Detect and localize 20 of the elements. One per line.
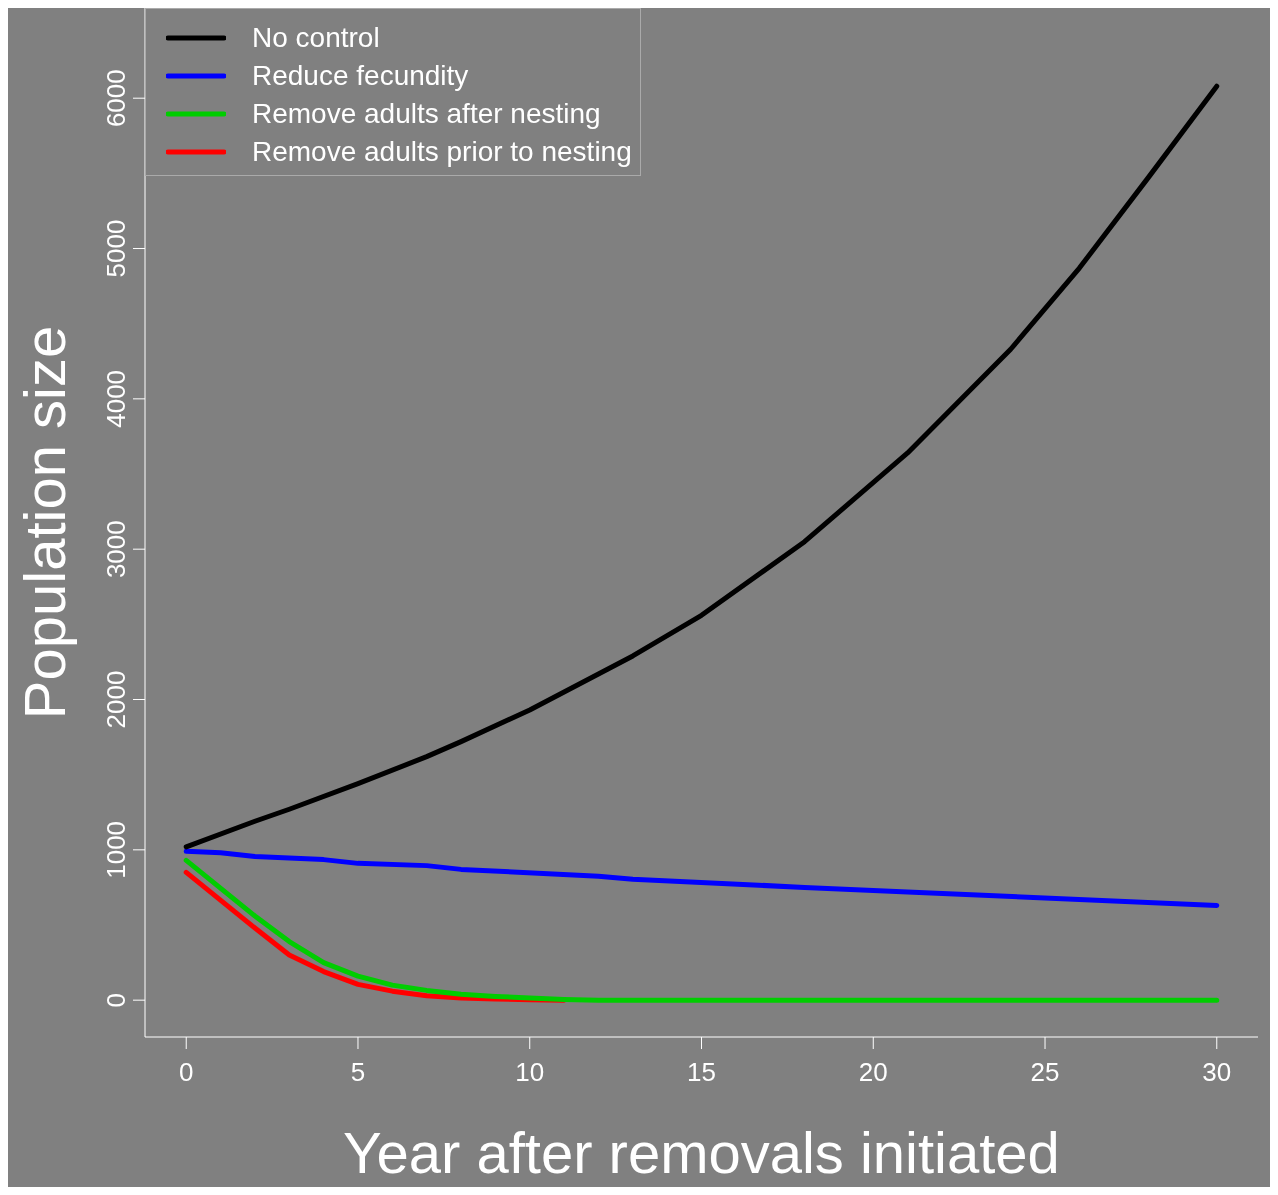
y-tick-label: 3000 [101,520,131,579]
legend-label: Remove adults prior to nesting [252,136,632,168]
y-tick-label: 2000 [101,670,131,729]
y-tick-label: 4000 [101,369,131,428]
y-axis-title: Population size [11,325,77,720]
x-tick-label: 25 [1030,1057,1060,1088]
x-tick-label: 5 [350,1057,366,1088]
y-tick-label: 5000 [101,219,131,278]
legend-label: No control [252,22,380,54]
legend-label: Reduce fecundity [252,60,469,92]
y-tick-label: 1000 [101,820,131,879]
y-tick-label: 6000 [101,69,131,128]
x-axis-title: Year after removals initiated [343,1120,1060,1185]
x-tick-label: 10 [515,1057,545,1088]
x-tick-label: 15 [687,1057,716,1088]
legend-label: Remove adults after nesting [252,98,601,130]
y-tick-label: 0 [101,992,131,1008]
x-tick-label: 30 [1202,1057,1232,1088]
x-tick-label: 0 [178,1057,194,1088]
x-tick-label: 20 [858,1057,888,1088]
